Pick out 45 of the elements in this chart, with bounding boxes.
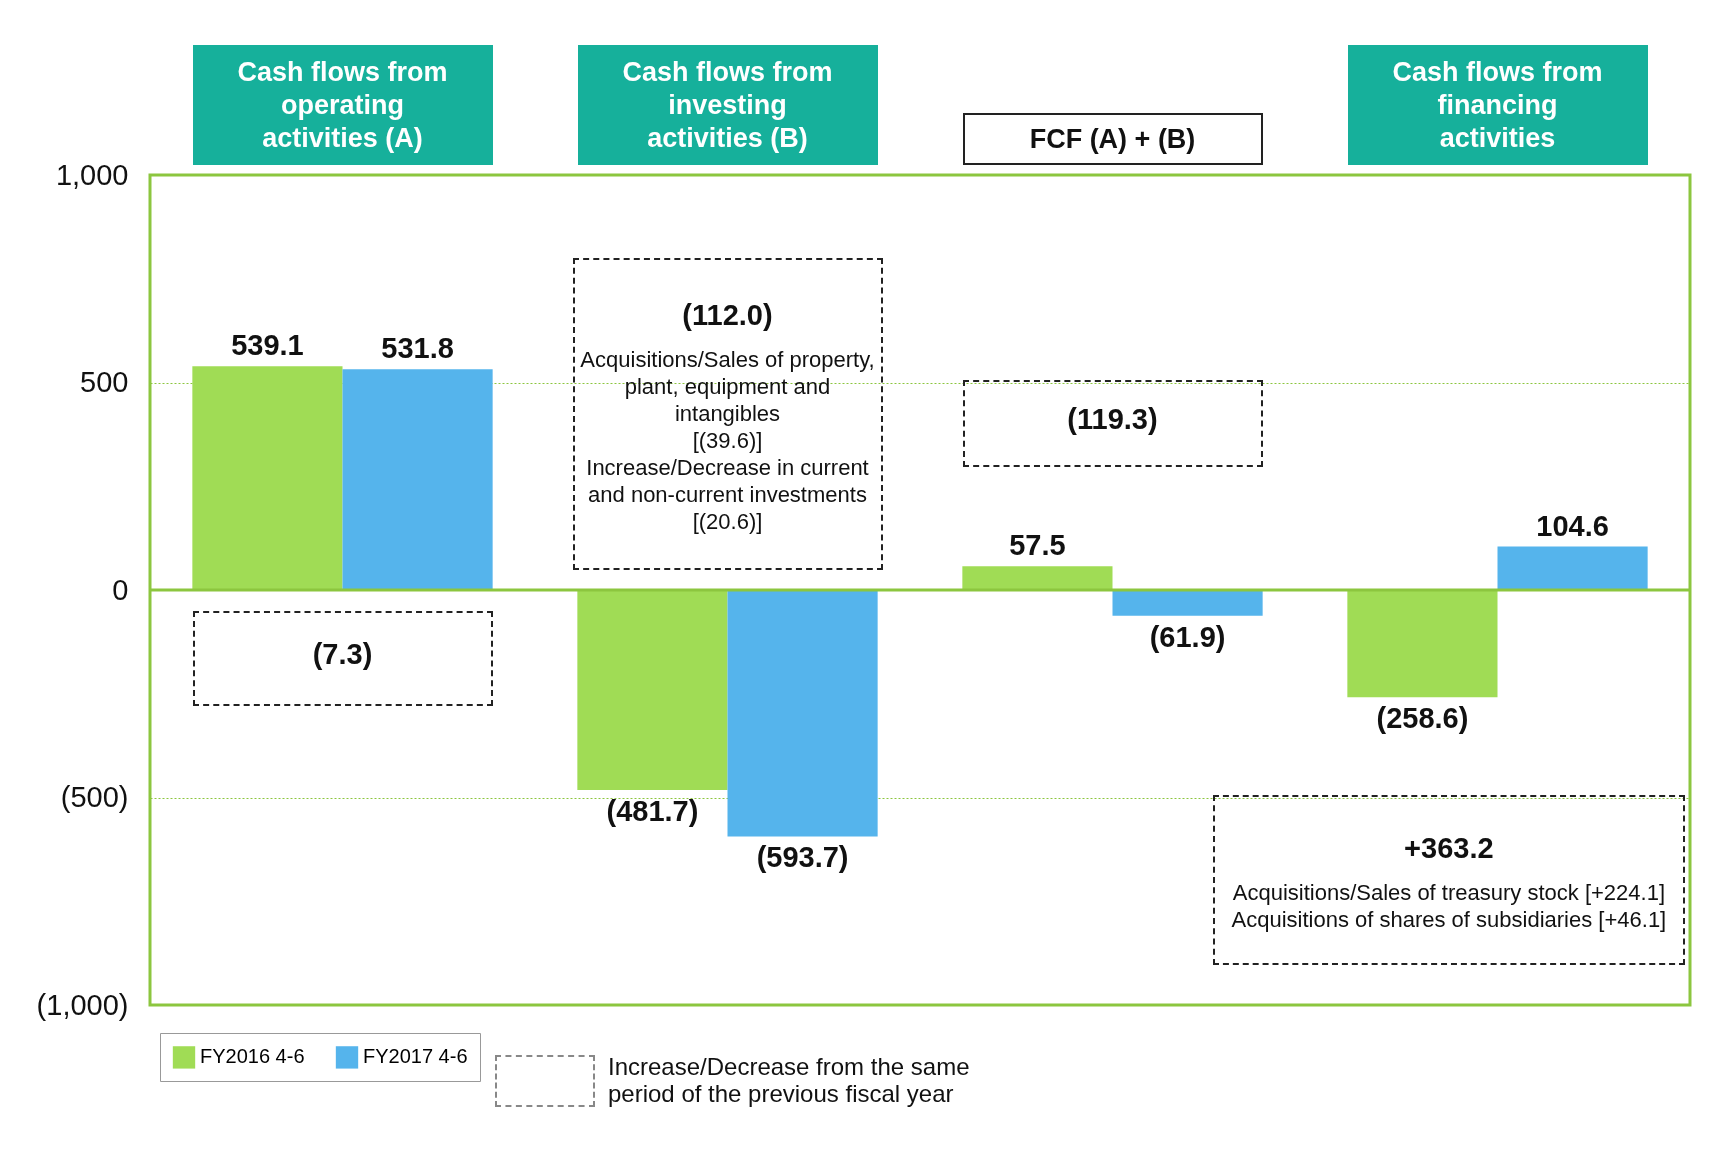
bar (577, 590, 728, 790)
annotation: Acquisitions of shares of subsidiaries [+46.1] (1231, 906, 1667, 934)
x-tick-label: FCF (A) + (B) (1029, 122, 1196, 156)
bar (1112, 590, 1263, 616)
x-tick-label: Cash flows from financing activities (1392, 55, 1603, 155)
data-label: (61.9) (1149, 620, 1226, 653)
data-label: 57.5 (1009, 529, 1066, 562)
bar (342, 369, 493, 590)
data-label: 531.8 (381, 332, 454, 365)
annotation: (119.3) (1067, 403, 1158, 437)
annotation: (7.3) (312, 637, 373, 671)
dashed-note-box: (7.3) (192, 610, 493, 707)
bar (962, 566, 1113, 590)
x-tick-label: Cash flows from investing activities (B) (622, 55, 833, 155)
annotation: [(20.6)] (692, 508, 763, 536)
legend-label: FY2017 4-6 (363, 1045, 468, 1068)
y-tick-label: (500) (60, 781, 129, 813)
bar (727, 590, 878, 837)
data-label: (258.6) (1376, 702, 1469, 735)
dashed-note-box: +363.2 Acquisitions/Sales of treasury stock [+224.1] Acquisitions of shares of subsidiaries [+46.1] (1212, 794, 1685, 966)
header-box: Cash flows from operating activities (A) (192, 45, 493, 165)
y-tick-label: 1,000 (55, 158, 129, 191)
y-tick-label: 500 (80, 366, 129, 398)
annotation: Acquisitions/Sales of property, plant, equipment and intangibles (579, 346, 876, 428)
data-label: (593.7) (756, 841, 849, 874)
annotation: Increase/Decrease in current and non-current investments (585, 454, 870, 509)
data-label: 539.1 (231, 329, 304, 362)
dashed-note-box: (119.3) (962, 380, 1263, 468)
header-box: Cash flows from financing activities (1347, 45, 1648, 165)
y-tick-label: 0 (112, 573, 129, 606)
header-box: FCF (A) + (B) (962, 113, 1263, 165)
y-tick-label: (1,000) (36, 988, 129, 1021)
header-box: Cash flows from investing activities (B) (577, 45, 878, 165)
data-label: 104.6 (1536, 509, 1609, 542)
bar (192, 366, 343, 590)
legend-label: FY2016 4-6 (200, 1045, 305, 1068)
annotation: (112.0) (682, 299, 773, 333)
text: Increase/Decrease from the same period of the previous fiscal year (608, 1053, 971, 1107)
annotation: [(39.6)] (692, 427, 763, 455)
x-tick-label: Cash flows from operating activities (A) (237, 55, 448, 155)
bar (1347, 590, 1498, 698)
data-label: (481.7) (606, 794, 699, 827)
bar (1497, 546, 1648, 590)
annotation: +363.2 (1404, 832, 1494, 866)
annotation: Acquisitions/Sales of treasury stock [+224.1] (1232, 879, 1666, 907)
